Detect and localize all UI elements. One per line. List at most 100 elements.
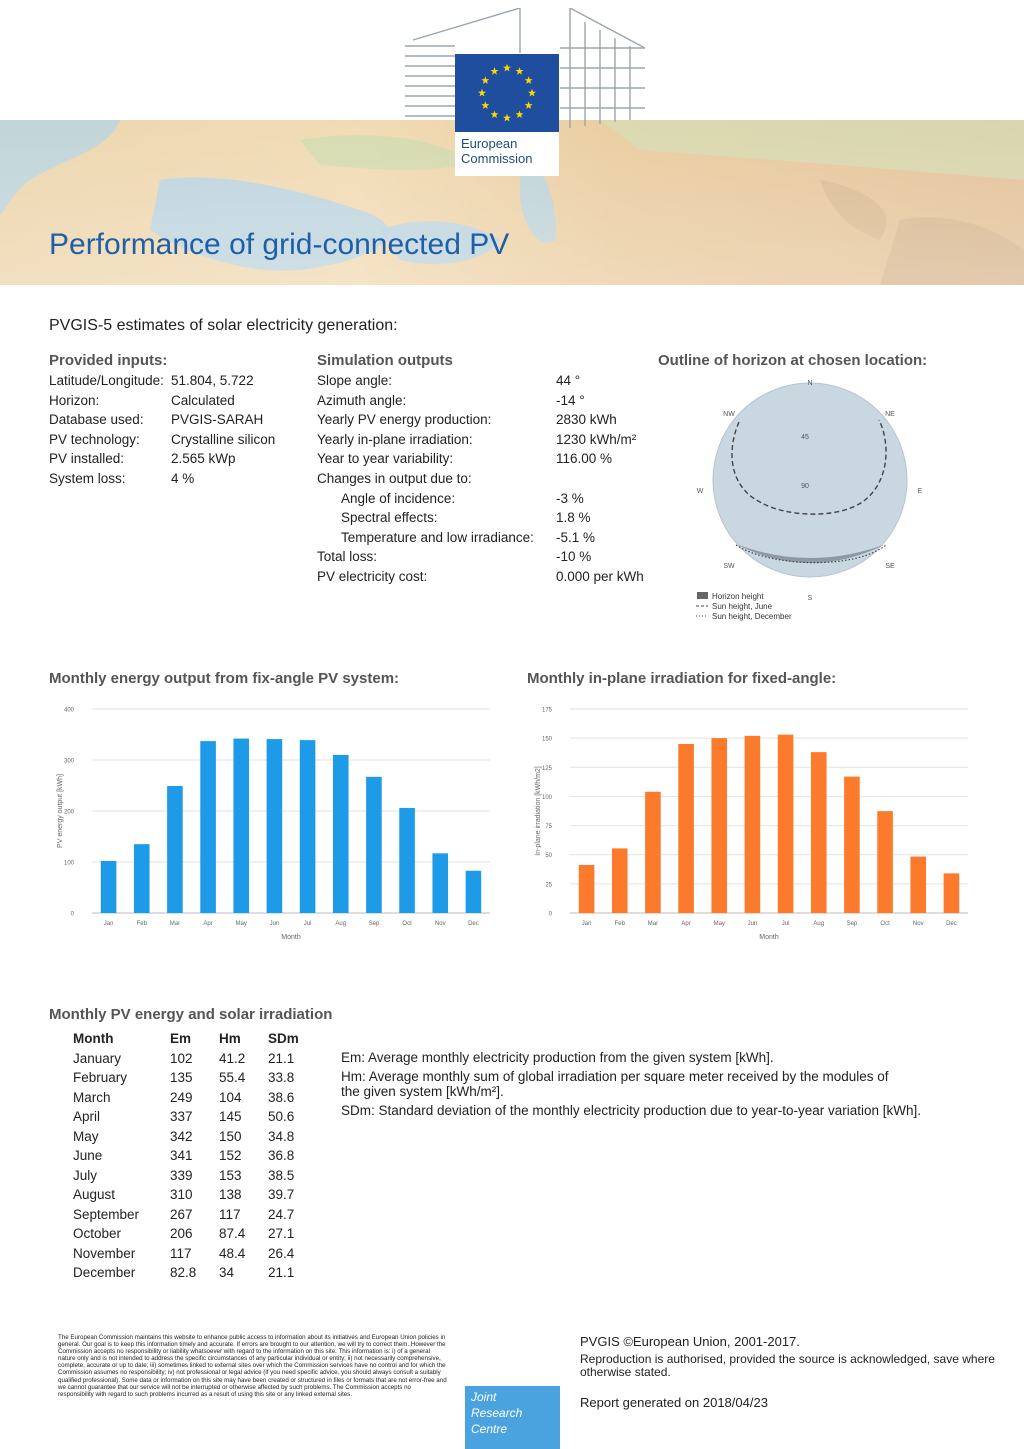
inputs-label: PV installed: bbox=[49, 451, 125, 467]
sdm-cell: 38.5 bbox=[268, 1167, 295, 1183]
hm-cell: 152 bbox=[219, 1148, 242, 1163]
eu-star-icon bbox=[503, 113, 511, 122]
outputs-value: -14 ° bbox=[556, 392, 585, 408]
inputs-label: Latitude/Longitude: bbox=[49, 373, 164, 388]
bar-feb bbox=[133, 844, 150, 913]
outputs-row: Azimuth angle: -14 ° bbox=[317, 391, 657, 411]
outputs-heading: Simulation outputs bbox=[317, 352, 453, 369]
sdm-cell: 26.4 bbox=[268, 1245, 295, 1261]
y-tick-label: 0 bbox=[71, 912, 75, 918]
month-cell: February bbox=[73, 1070, 128, 1085]
month-cell: December bbox=[73, 1265, 136, 1280]
legend-june-label: Sun height, June bbox=[712, 602, 773, 611]
horizon-height-area bbox=[736, 544, 886, 563]
hm-cell: 34 bbox=[219, 1265, 235, 1280]
sdm-cell: 27.1 bbox=[268, 1226, 295, 1241]
bar-jan bbox=[100, 860, 117, 913]
jrc-line-2: Research bbox=[471, 1406, 523, 1420]
sdm-cell: 21.1 bbox=[268, 1265, 295, 1280]
jrc-logo: Joint Research Centre bbox=[465, 1386, 560, 1449]
legal-disclaimer: The European Commission maintains this w… bbox=[58, 1334, 447, 1398]
month-cell: May bbox=[73, 1128, 99, 1144]
y-tick-label: 200 bbox=[64, 810, 75, 816]
inputs-label: Database used: bbox=[49, 412, 144, 428]
em-cell: 135 bbox=[170, 1070, 193, 1085]
outputs-label: Slope angle: bbox=[317, 373, 393, 388]
jrc-line-1: Joint bbox=[471, 1390, 497, 1404]
y-tick-label: 175 bbox=[542, 708, 553, 714]
dir-label-se: SE bbox=[885, 563, 895, 570]
hm-cell: 150 bbox=[219, 1128, 242, 1144]
col-month: Month bbox=[73, 1031, 114, 1046]
x-tick-label: Sep bbox=[847, 921, 858, 927]
bar-may bbox=[233, 738, 250, 913]
x-tick-label: Sep bbox=[369, 921, 380, 927]
org-line-2: Commission bbox=[461, 151, 533, 166]
inputs-row: PV technology: Crystalline silicon bbox=[49, 430, 299, 450]
outputs-label: Temperature and low irradiance: bbox=[341, 529, 534, 545]
outputs-row: Changes in output due to: bbox=[317, 469, 657, 489]
outputs-row: Angle of incidence: -3 % bbox=[317, 489, 657, 509]
eu-flag-icon bbox=[455, 54, 559, 132]
hm-cell: 104 bbox=[219, 1089, 242, 1105]
col-em: Em bbox=[170, 1031, 192, 1046]
inputs-row: Database used: PVGIS-SARAH bbox=[49, 410, 299, 430]
bar-jan bbox=[578, 864, 595, 913]
inputs-row: PV installed: 2.565 kWp bbox=[49, 449, 299, 469]
bar-oct bbox=[877, 811, 893, 913]
month-cell: March bbox=[73, 1089, 111, 1105]
x-axis-title: Month bbox=[281, 934, 301, 941]
outputs-value: 2830 kWh bbox=[556, 412, 617, 428]
y-tick-label: 300 bbox=[64, 759, 75, 765]
em-cell: 267 bbox=[170, 1206, 193, 1222]
copyright-text: PVGIS ©European Union, 2001-2017. bbox=[580, 1334, 800, 1349]
ec-wordmark: European Commission bbox=[455, 132, 559, 176]
em-cell: 117 bbox=[170, 1245, 192, 1261]
dir-label-n: N bbox=[807, 380, 812, 387]
outputs-row: PV electricity cost: 0.000 per kWh bbox=[317, 567, 657, 587]
irradiation-chart-svg: 0 25 50 75 100 125 150 175 Jan Feb Mar Apr May Jun Jul… bbox=[535, 708, 968, 941]
y-tick-label: 100 bbox=[64, 861, 75, 867]
x-tick-label: Jun bbox=[748, 921, 758, 927]
hm-cell: 145 bbox=[219, 1109, 242, 1124]
legend-december-label: Sun height, December bbox=[712, 612, 792, 621]
em-cell: 310 bbox=[170, 1187, 193, 1202]
em-cell: 342 bbox=[170, 1128, 193, 1144]
jrc-line-3: Centre bbox=[471, 1422, 508, 1436]
bar-jun bbox=[266, 739, 283, 913]
dir-label-nw: NW bbox=[723, 411, 735, 418]
bar-may bbox=[711, 738, 728, 913]
hm-cell: 117 bbox=[219, 1206, 241, 1222]
inputs-heading: Provided inputs: bbox=[49, 352, 168, 369]
horizon-heading: Outline of horizon at chosen location: bbox=[658, 352, 928, 369]
energy-chart-heading: Monthly energy output from fix-angle PV … bbox=[49, 670, 400, 687]
legend-horizon-label: Horizon height bbox=[712, 592, 764, 601]
x-tick-label: Oct bbox=[402, 921, 412, 927]
eu-star-icon bbox=[515, 67, 524, 75]
bar-jul bbox=[777, 734, 794, 913]
y-tick-label: 125 bbox=[542, 766, 553, 772]
bar-aug bbox=[332, 754, 349, 913]
dir-label-w: W bbox=[697, 488, 704, 495]
bar-sep bbox=[844, 776, 860, 913]
outputs-label: Total loss: bbox=[317, 549, 378, 565]
energy-output-chart-svg: 0 100 200 300 400 Jan Feb Mar Apr May Jun Jul Aug Sep… bbox=[57, 708, 490, 941]
x-tick-label: Dec bbox=[468, 921, 479, 927]
outputs-label: Angle of incidence: bbox=[341, 490, 456, 506]
eu-star-icon bbox=[478, 88, 486, 97]
outputs-label: Azimuth angle: bbox=[317, 392, 407, 408]
hm-cell: 41.2 bbox=[219, 1050, 246, 1066]
sdm-cell: 21.1 bbox=[268, 1050, 295, 1066]
eu-star-icon bbox=[524, 101, 533, 109]
horizon-polar-plot: N NE E SE S SW W NW 45 90 Horizon height… bbox=[696, 380, 923, 621]
outputs-label: Yearly in-plane irradiation: bbox=[317, 431, 473, 447]
eu-star-icon bbox=[515, 110, 524, 119]
eu-star-icon bbox=[490, 67, 499, 75]
outputs-table: Slope angle: 44 ° Azimuth angle: -14 ° Yearl… bbox=[317, 371, 657, 587]
y-tick-label: 100 bbox=[542, 795, 553, 801]
col-sdm: SDm bbox=[268, 1031, 299, 1046]
inputs-row: Latitude/Longitude: 51.804, 5.722 bbox=[49, 371, 299, 391]
sdm-cell: 33.8 bbox=[268, 1070, 295, 1085]
hm-cell: 153 bbox=[219, 1167, 242, 1183]
outputs-row: Total loss: -10 % bbox=[317, 547, 657, 567]
